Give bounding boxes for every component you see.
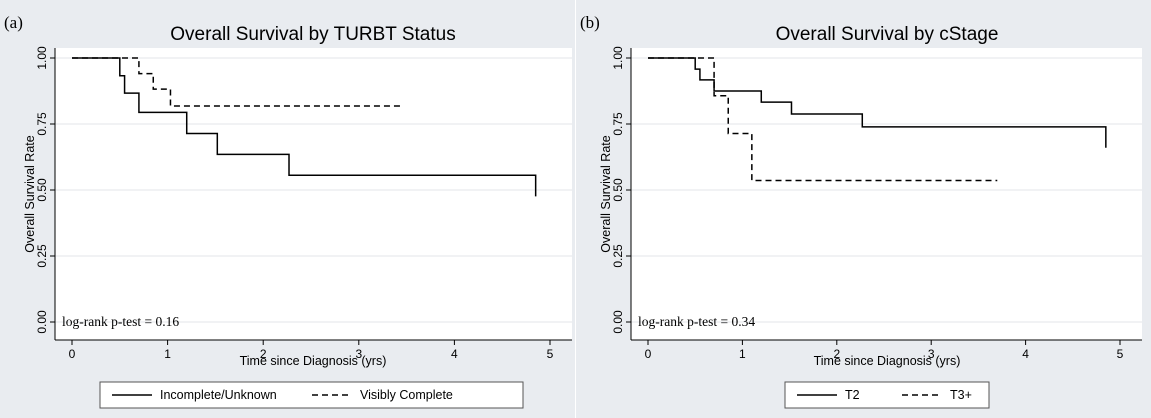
logrank-annotation-a: log-rank p-test = 0.16 bbox=[62, 314, 179, 329]
x-axis-label-b: Time since Diagnosis (yrs) bbox=[814, 354, 961, 368]
x-tick-label: 2 bbox=[833, 347, 840, 361]
y-tick-label: 0.25 bbox=[611, 244, 625, 268]
x-tick-label: 0 bbox=[645, 347, 652, 361]
km-curve-solid bbox=[72, 57, 537, 197]
x-ticks-b: 0 1 2 3 4 5 bbox=[645, 340, 1124, 361]
x-tick-label: 3 bbox=[355, 347, 362, 361]
y-tick-label: 0.75 bbox=[35, 112, 49, 136]
x-tick-label: 4 bbox=[451, 347, 458, 361]
panel-a: 0.00 0.25 0.50 0.75 1.00 0 1 2 3 4 5 (a) Overall … bbox=[0, 0, 575, 418]
y-tick-label: 1.00 bbox=[611, 46, 625, 70]
y-axis-label-a: Overall Survival Rate bbox=[23, 135, 37, 252]
x-tick-label: 0 bbox=[69, 347, 76, 361]
legend-items-b: T2 T3+ bbox=[797, 388, 972, 402]
y-tick-label: 0.75 bbox=[611, 112, 625, 136]
y-axis-label-b: Overall Survival Rate bbox=[599, 135, 613, 252]
panel-label-a: (a) bbox=[4, 13, 23, 32]
x-tick-label: 4 bbox=[1022, 347, 1029, 361]
x-tick-label: 1 bbox=[164, 347, 171, 361]
x-tick-label: 1 bbox=[739, 347, 746, 361]
y-tick-label: 0.50 bbox=[35, 178, 49, 202]
legend-a bbox=[99, 381, 524, 409]
curves-b bbox=[648, 57, 1107, 182]
y-ticks-a: 0.00 0.25 0.50 0.75 1.00 bbox=[35, 46, 55, 334]
km-curve-solid bbox=[648, 57, 1107, 148]
curves-a bbox=[72, 57, 537, 197]
y-tick-label: 0.00 bbox=[35, 310, 49, 334]
km-curve-dashed bbox=[72, 57, 402, 107]
legend-label: T3+ bbox=[950, 388, 972, 402]
x-ticks-a: 0 1 2 3 4 5 bbox=[69, 340, 554, 361]
legend-label: Incomplete/Unknown bbox=[160, 388, 277, 402]
panel-label-b: (b) bbox=[580, 13, 600, 32]
panel-b: 0.00 0.25 0.50 0.75 1.00 0 1 2 3 4 5 (b) Overall … bbox=[576, 0, 1151, 418]
km-curve-dashed bbox=[648, 57, 998, 182]
logrank-annotation-b: log-rank p-test = 0.34 bbox=[638, 314, 755, 329]
x-tick-label: 3 bbox=[928, 347, 935, 361]
y-tick-label: 0.50 bbox=[611, 178, 625, 202]
chart-title-b: Overall Survival by cStage bbox=[776, 24, 999, 45]
plot-area-b bbox=[631, 48, 1142, 340]
y-tick-label: 0.00 bbox=[611, 310, 625, 334]
chart-title-a: Overall Survival by TURBT Status bbox=[170, 24, 455, 45]
legend-items-a: Incomplete/Unknown Visibly Complete bbox=[112, 388, 453, 402]
legend-label: Visibly Complete bbox=[360, 388, 453, 402]
legend-label: T2 bbox=[845, 388, 860, 402]
x-axis-label-a: Time since Diagnosis (yrs) bbox=[240, 354, 387, 368]
grid-b bbox=[631, 57, 1142, 323]
y-ticks-b: 0.00 0.25 0.50 0.75 1.00 bbox=[611, 46, 631, 334]
x-tick-label: 5 bbox=[1117, 347, 1124, 361]
plot-area-a bbox=[55, 48, 572, 340]
x-tick-label: 5 bbox=[547, 347, 554, 361]
y-tick-label: 0.25 bbox=[35, 244, 49, 268]
y-tick-label: 1.00 bbox=[35, 46, 49, 70]
x-tick-label: 2 bbox=[260, 347, 267, 361]
grid-a bbox=[55, 57, 572, 323]
